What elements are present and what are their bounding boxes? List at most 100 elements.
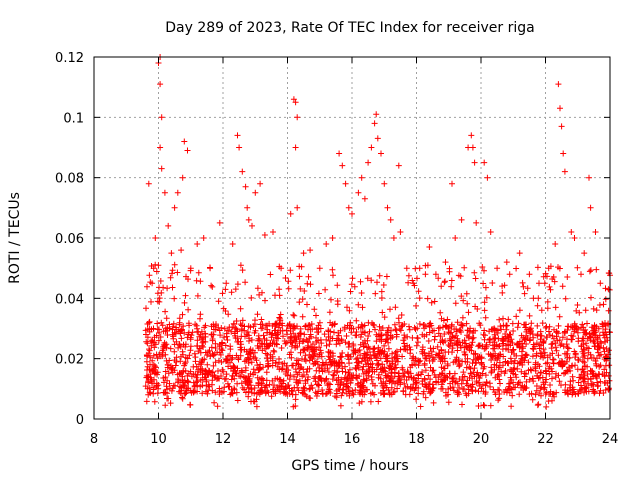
- data-point: [385, 339, 392, 346]
- data-point: [185, 306, 192, 313]
- data-point: [199, 390, 206, 397]
- data-point: [384, 204, 391, 211]
- data-point: [448, 337, 455, 344]
- data-point: [600, 301, 607, 308]
- data-point: [242, 279, 249, 286]
- data-point: [518, 359, 524, 366]
- data-point: [349, 275, 356, 282]
- data-point: [383, 273, 390, 280]
- data-point: [549, 332, 556, 339]
- data-point: [254, 374, 261, 381]
- data-point: [485, 351, 492, 357]
- data-point: [252, 189, 259, 196]
- data-point: [187, 336, 194, 343]
- data-point: [309, 341, 316, 347]
- data-point: [162, 308, 169, 315]
- data-point: [579, 321, 586, 328]
- data-point: [555, 322, 562, 329]
- data-point: [429, 381, 436, 388]
- data-point: [276, 292, 283, 299]
- data-point: [200, 344, 207, 350]
- data-point: [309, 348, 316, 355]
- data-point: [366, 367, 373, 374]
- data-point: [459, 401, 465, 408]
- data-point: [413, 302, 419, 309]
- data-point: [419, 350, 426, 357]
- data-point: [162, 342, 169, 349]
- data-point: [171, 261, 178, 268]
- data-point: [321, 331, 328, 338]
- data-point: [218, 373, 224, 379]
- data-point: [356, 400, 363, 407]
- data-point: [406, 344, 413, 351]
- data-point: [284, 372, 291, 379]
- data-point: [582, 326, 589, 333]
- data-point: [149, 280, 156, 287]
- data-point: [179, 174, 186, 181]
- data-point: [592, 372, 599, 379]
- data-point: [202, 338, 209, 345]
- data-point: [593, 266, 600, 273]
- data-point: [596, 344, 603, 350]
- data-point: [187, 401, 194, 408]
- data-point: [181, 138, 188, 145]
- x-tick-label: 16: [344, 432, 361, 447]
- data-point: [286, 376, 293, 383]
- data-point: [481, 299, 488, 306]
- data-point: [258, 375, 265, 382]
- data-point: [215, 357, 222, 364]
- data-point: [520, 321, 527, 328]
- data-point: [500, 362, 506, 369]
- data-point: [358, 174, 365, 181]
- data-point: [394, 378, 401, 385]
- data-point: [543, 389, 550, 396]
- data-point: [194, 292, 201, 299]
- data-point: [529, 353, 536, 360]
- data-point: [415, 385, 422, 391]
- data-point: [530, 378, 537, 385]
- data-point: [549, 356, 556, 363]
- data-point: [482, 372, 489, 379]
- y-tick-label: 0.1: [63, 111, 84, 126]
- data-point: [176, 319, 183, 326]
- data-point: [291, 373, 297, 380]
- data-point: [144, 283, 150, 290]
- data-point: [164, 377, 171, 384]
- data-point: [423, 331, 430, 338]
- data-point: [355, 358, 362, 365]
- data-point: [238, 333, 245, 340]
- data-point: [250, 353, 257, 360]
- data-point: [413, 396, 420, 403]
- data-point: [313, 312, 319, 319]
- data-point: [374, 135, 381, 142]
- data-point: [519, 279, 526, 286]
- data-point: [587, 334, 594, 341]
- data-point: [482, 284, 489, 291]
- data-point: [259, 325, 266, 331]
- data-point: [559, 283, 566, 290]
- data-point: [402, 384, 409, 391]
- data-point: [184, 378, 191, 384]
- data-point: [301, 346, 308, 353]
- data-point: [454, 388, 461, 395]
- data-point: [209, 283, 216, 290]
- data-point: [595, 382, 602, 389]
- data-point: [339, 162, 346, 169]
- data-point: [575, 379, 582, 386]
- data-point: [415, 288, 422, 295]
- y-tick-label: 0.08: [55, 172, 84, 187]
- data-point: [574, 329, 581, 336]
- data-point: [417, 403, 424, 410]
- data-point: [350, 342, 357, 349]
- data-point: [350, 391, 357, 398]
- data-point: [338, 392, 345, 399]
- data-point: [153, 369, 159, 376]
- data-point: [288, 354, 295, 361]
- data-point: [240, 374, 247, 380]
- data-point: [381, 364, 388, 371]
- data-point: [290, 311, 297, 318]
- data-point: [581, 359, 588, 366]
- data-point: [448, 321, 455, 328]
- data-point: [597, 280, 604, 287]
